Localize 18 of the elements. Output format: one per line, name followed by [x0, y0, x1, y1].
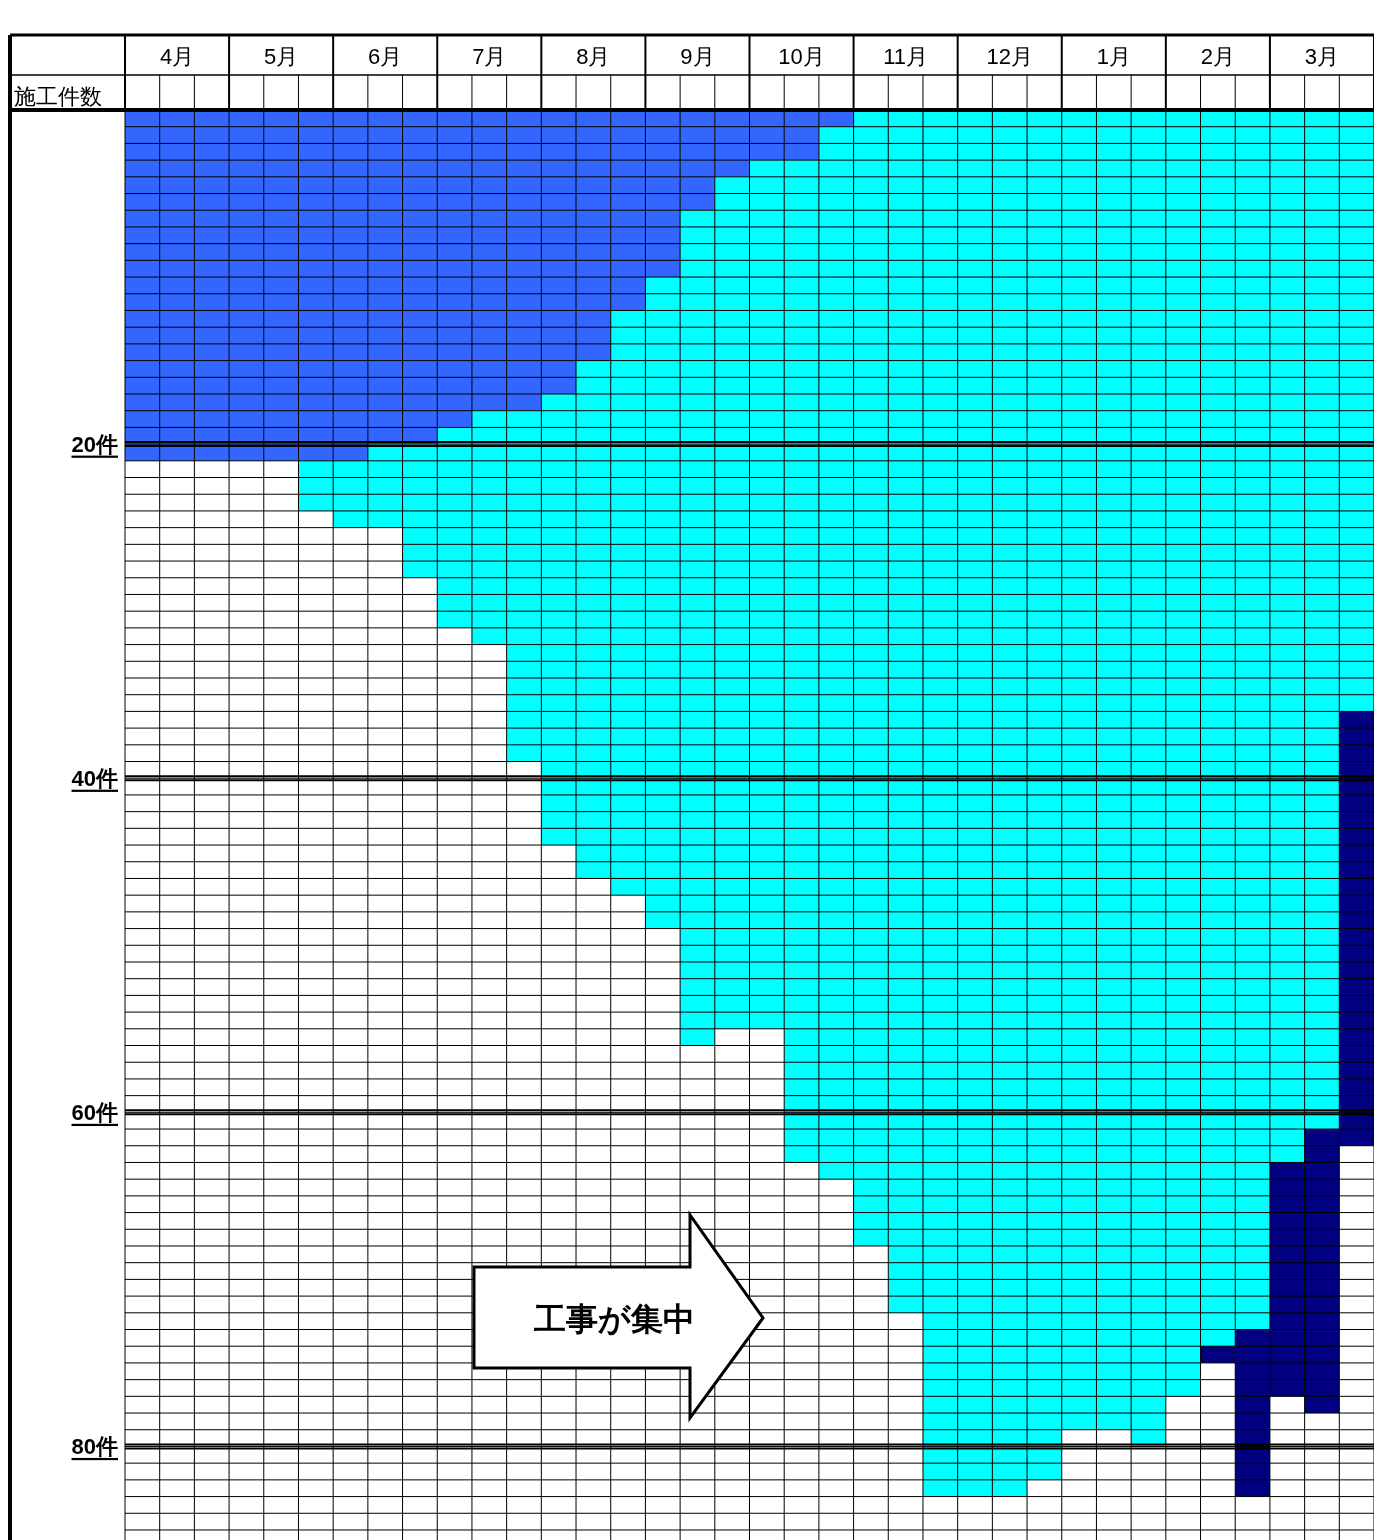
x-tick-label: 11月	[883, 44, 929, 69]
x-tick-label: 8月	[576, 44, 611, 69]
y-tick-label: 80件	[71, 1433, 118, 1459]
x-tick-label: 7月	[472, 44, 507, 69]
x-tick-label: 2月	[1200, 44, 1235, 69]
x-tick-label: 1月	[1096, 44, 1131, 69]
x-tick-label: 5月	[264, 44, 299, 69]
y-tick-label: 60件	[71, 1099, 118, 1125]
y-axis-title: 施工件数	[14, 84, 102, 109]
x-tick-label: 12月	[986, 44, 1033, 69]
x-tick-label: 6月	[368, 44, 403, 69]
x-tick-label: 10月	[778, 44, 825, 69]
x-tick-label: 3月	[1304, 44, 1340, 69]
y-tick-label: 20件	[71, 431, 118, 457]
x-tick-label: 4月	[159, 44, 195, 69]
x-tick-label: 9月	[680, 44, 715, 69]
y-tick-label: 40件	[71, 765, 118, 791]
annotation: 工事が集中	[532, 1301, 695, 1337]
